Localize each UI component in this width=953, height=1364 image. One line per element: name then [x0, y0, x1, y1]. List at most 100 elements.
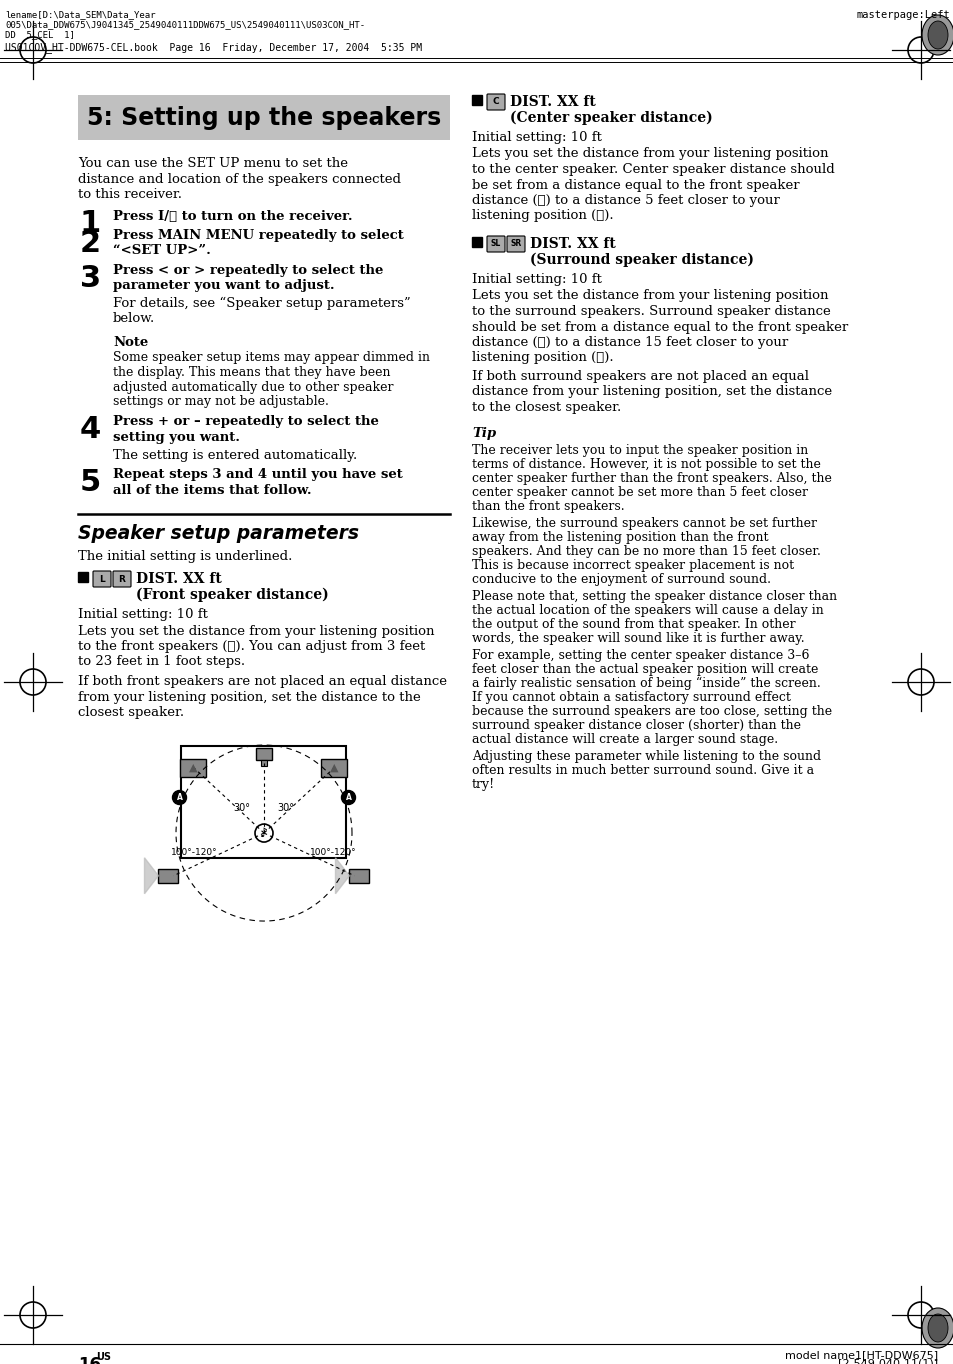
Text: center speaker cannot be set more than 5 feet closer: center speaker cannot be set more than 5…: [472, 486, 807, 499]
Bar: [321, 758, 347, 776]
FancyBboxPatch shape: [506, 236, 524, 252]
Text: Speaker setup parameters: Speaker setup parameters: [78, 524, 358, 543]
Text: SL: SL: [491, 240, 500, 248]
Text: The setting is entered automatically.: The setting is entered automatically.: [112, 449, 356, 461]
Text: terms of distance. However, it is not possible to set the: terms of distance. However, it is not po…: [472, 458, 820, 471]
Text: Lets you set the distance from your listening position: Lets you set the distance from your list…: [472, 289, 827, 303]
Circle shape: [341, 791, 355, 805]
Text: away from the listening position than the front: away from the listening position than th…: [472, 531, 768, 544]
Text: For example, setting the center speaker distance 3–6: For example, setting the center speaker …: [472, 649, 809, 662]
Text: 4: 4: [80, 416, 101, 445]
Text: If both front speakers are not placed an equal distance: If both front speakers are not placed an…: [78, 675, 447, 687]
Text: the output of the sound from that speaker. In other: the output of the sound from that speake…: [472, 618, 795, 632]
FancyBboxPatch shape: [92, 572, 111, 587]
Text: The initial setting is underlined.: The initial setting is underlined.: [78, 550, 292, 563]
Text: US01COV_HT-DDW675-CEL.book  Page 16  Friday, December 17, 2004  5:35 PM: US01COV_HT-DDW675-CEL.book Page 16 Frida…: [5, 42, 421, 53]
Text: (Front speaker distance): (Front speaker distance): [136, 588, 329, 603]
Text: (Surround speaker distance): (Surround speaker distance): [530, 252, 753, 267]
Text: 100°-120°: 100°-120°: [172, 848, 218, 857]
Bar: [180, 758, 206, 776]
Circle shape: [172, 791, 186, 805]
Text: Lets you set the distance from your listening position: Lets you set the distance from your list…: [78, 625, 434, 637]
Text: settings or may not be adjustable.: settings or may not be adjustable.: [112, 396, 329, 408]
Text: because the surround speakers are too close, setting the: because the surround speakers are too cl…: [472, 705, 831, 717]
Text: distance (Ⓐ) to a distance 15 feet closer to your: distance (Ⓐ) to a distance 15 feet close…: [472, 336, 787, 349]
Text: to the surround speakers. Surround speaker distance: to the surround speakers. Surround speak…: [472, 306, 830, 318]
Text: closest speaker.: closest speaker.: [78, 707, 184, 719]
Text: This is because incorrect speaker placement is not: This is because incorrect speaker placem…: [472, 559, 793, 572]
Text: US: US: [96, 1352, 111, 1363]
Text: from your listening position, set the distance to the: from your listening position, set the di…: [78, 690, 420, 704]
Text: 30°: 30°: [277, 803, 294, 813]
Text: Initial setting: 10 ft: Initial setting: 10 ft: [472, 131, 601, 145]
Text: surround speaker distance closer (shorter) than the: surround speaker distance closer (shorte…: [472, 719, 801, 732]
Ellipse shape: [921, 1308, 953, 1348]
Text: listening position (Ⓑ).: listening position (Ⓑ).: [472, 210, 613, 222]
Text: Adjusting these parameter while listening to the sound: Adjusting these parameter while listenin…: [472, 750, 821, 762]
Text: 2: 2: [80, 229, 101, 258]
Ellipse shape: [927, 20, 947, 49]
Text: If both surround speakers are not placed an equal: If both surround speakers are not placed…: [472, 370, 808, 383]
Bar: [472, 237, 481, 247]
Text: DIST. XX ft: DIST. XX ft: [530, 237, 615, 251]
Text: Note: Note: [112, 336, 148, 349]
Text: Initial setting: 10 ft: Initial setting: 10 ft: [472, 273, 601, 286]
Text: to the closest speaker.: to the closest speaker.: [472, 401, 620, 415]
Circle shape: [254, 824, 273, 842]
Text: feet closer than the actual speaker position will create: feet closer than the actual speaker posi…: [472, 663, 818, 677]
Bar: [181, 746, 346, 858]
Text: 30°: 30°: [233, 803, 251, 813]
Text: Lets you set the distance from your listening position: Lets you set the distance from your list…: [472, 147, 827, 161]
FancyBboxPatch shape: [486, 94, 504, 110]
Text: L: L: [99, 574, 105, 584]
Text: 100°-120°: 100°-120°: [310, 848, 356, 857]
FancyArrow shape: [330, 768, 338, 776]
Text: Initial setting: 10 ft: Initial setting: 10 ft: [78, 608, 208, 621]
Text: should be set from a distance equal to the front speaker: should be set from a distance equal to t…: [472, 321, 847, 334]
Text: 16: 16: [78, 1356, 101, 1364]
FancyBboxPatch shape: [112, 572, 131, 587]
Text: all of the items that follow.: all of the items that follow.: [112, 483, 312, 496]
Bar: [261, 760, 267, 765]
Text: adjusted automatically due to other speaker: adjusted automatically due to other spea…: [112, 381, 393, 393]
Text: to the front speakers (Ⓐ). You can adjust from 3 feet: to the front speakers (Ⓐ). You can adjus…: [78, 640, 425, 653]
Text: the actual location of the speakers will cause a delay in: the actual location of the speakers will…: [472, 604, 822, 617]
Text: A: A: [176, 792, 182, 802]
Text: ♪: ♪: [260, 827, 268, 840]
Text: Press I/⏽ to turn on the receiver.: Press I/⏽ to turn on the receiver.: [112, 210, 353, 222]
Text: You can use the SET UP menu to set the: You can use the SET UP menu to set the: [78, 157, 348, 170]
FancyArrow shape: [190, 768, 197, 776]
Text: Some speaker setup items may appear dimmed in: Some speaker setup items may appear dimm…: [112, 352, 430, 364]
Text: setting you want.: setting you want.: [112, 431, 240, 445]
Text: a fairly realistic sensation of being “inside” the screen.: a fairly realistic sensation of being “i…: [472, 677, 820, 690]
Text: “<SET UP>”.: “<SET UP>”.: [112, 244, 211, 258]
Text: distance from your listening position, set the distance: distance from your listening position, s…: [472, 386, 831, 398]
Bar: [78, 95, 450, 140]
Text: Tip: Tip: [472, 427, 496, 439]
Ellipse shape: [921, 15, 953, 55]
Text: model name1[HT-DDW675]: model name1[HT-DDW675]: [784, 1350, 937, 1360]
FancyBboxPatch shape: [486, 236, 504, 252]
Text: C: C: [492, 97, 498, 106]
Text: 3: 3: [80, 265, 101, 293]
Text: listening position (Ⓕ).: listening position (Ⓕ).: [472, 352, 613, 364]
Text: 1: 1: [80, 210, 101, 239]
Text: DD  5_CEL  1]: DD 5_CEL 1]: [5, 30, 74, 40]
Text: 5: 5: [80, 468, 101, 496]
Text: If you cannot obtain a satisfactory surround effect: If you cannot obtain a satisfactory surr…: [472, 692, 790, 704]
Text: parameter you want to adjust.: parameter you want to adjust.: [112, 280, 335, 292]
Text: the display. This means that they have been: the display. This means that they have b…: [112, 366, 390, 379]
Text: Likewise, the surround speakers cannot be set further: Likewise, the surround speakers cannot b…: [472, 517, 816, 531]
Text: 5: Setting up the speakers: 5: Setting up the speakers: [87, 106, 440, 131]
Text: be set from a distance equal to the front speaker: be set from a distance equal to the fron…: [472, 179, 799, 191]
Text: words, the speaker will sound like it is further away.: words, the speaker will sound like it is…: [472, 632, 803, 645]
Text: Press + or – repeatedly to select the: Press + or – repeatedly to select the: [112, 416, 378, 428]
Text: SR: SR: [510, 240, 521, 248]
Text: Repeat steps 3 and 4 until you have set: Repeat steps 3 and 4 until you have set: [112, 468, 402, 481]
Text: A: A: [345, 792, 351, 802]
Text: distance (Ⓐ) to a distance 5 feet closer to your: distance (Ⓐ) to a distance 5 feet closer…: [472, 194, 779, 207]
Bar: [472, 95, 481, 105]
Text: distance and location of the speakers connected: distance and location of the speakers co…: [78, 172, 400, 186]
Text: DIST. XX ft: DIST. XX ft: [136, 572, 221, 587]
Polygon shape: [144, 858, 158, 893]
